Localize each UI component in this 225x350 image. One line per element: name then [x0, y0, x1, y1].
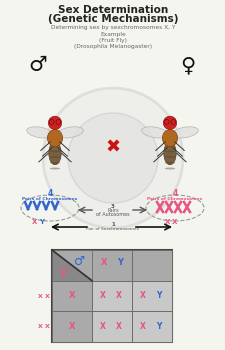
Text: Pairs: Pairs	[107, 209, 118, 214]
Ellipse shape	[50, 162, 60, 164]
Ellipse shape	[50, 150, 60, 152]
Bar	[52, 312, 92, 342]
Polygon shape	[52, 250, 92, 281]
Ellipse shape	[57, 127, 83, 138]
Ellipse shape	[27, 127, 53, 138]
Text: ♂: ♂	[29, 55, 47, 75]
Polygon shape	[52, 250, 92, 281]
Bar	[92, 250, 131, 281]
Bar	[52, 281, 92, 312]
Text: X: X	[164, 219, 170, 225]
Text: X: X	[100, 292, 106, 301]
Text: Y: Y	[156, 322, 161, 331]
Ellipse shape	[164, 150, 174, 152]
Text: 3: 3	[110, 203, 115, 209]
Text: X: X	[140, 322, 146, 331]
Circle shape	[170, 120, 175, 124]
Bar	[92, 312, 131, 342]
Text: (Drosophila Melanogaster): (Drosophila Melanogaster)	[74, 44, 151, 49]
Text: ✖: ✖	[105, 139, 120, 157]
Text: Pairs of Chromosomes: Pairs of Chromosomes	[22, 197, 77, 201]
Text: Determining sex by sexchromosomes X, Y: Determining sex by sexchromosomes X, Y	[51, 25, 174, 30]
Text: X: X	[140, 292, 146, 301]
Circle shape	[164, 120, 168, 124]
Text: X: X	[116, 322, 122, 331]
Text: 1: 1	[111, 222, 114, 226]
Ellipse shape	[171, 127, 198, 138]
Text: (Fruit Fly): (Fruit Fly)	[99, 38, 126, 43]
Ellipse shape	[162, 130, 177, 147]
Ellipse shape	[50, 168, 60, 169]
Text: X: X	[100, 258, 107, 267]
Text: ♀: ♀	[58, 266, 68, 279]
Circle shape	[163, 116, 176, 130]
Bar	[92, 281, 131, 312]
Circle shape	[48, 116, 61, 130]
Text: 4: 4	[47, 189, 52, 198]
Bar	[131, 281, 171, 312]
Text: X: X	[32, 219, 38, 225]
Bar	[52, 250, 171, 342]
Ellipse shape	[164, 156, 174, 158]
Text: Pairs of Chromosomes: Pairs of Chromosomes	[147, 197, 202, 201]
Circle shape	[56, 120, 61, 124]
Ellipse shape	[164, 168, 174, 169]
Text: Y: Y	[156, 292, 161, 301]
Circle shape	[68, 113, 157, 203]
Bar	[131, 250, 171, 281]
Text: X: X	[68, 322, 75, 331]
Text: X: X	[100, 322, 106, 331]
Ellipse shape	[141, 127, 167, 138]
Text: Y: Y	[39, 219, 44, 225]
Text: Example: Example	[100, 32, 125, 37]
Text: ♂: ♂	[73, 255, 84, 268]
Text: X X: X X	[38, 324, 50, 329]
Text: Y: Y	[117, 258, 122, 267]
Text: Sex Determination: Sex Determination	[58, 5, 167, 15]
Text: X: X	[116, 292, 122, 301]
Circle shape	[43, 88, 182, 228]
Ellipse shape	[163, 142, 176, 165]
Text: X X: X X	[38, 294, 50, 299]
Ellipse shape	[164, 162, 174, 164]
Text: X: X	[171, 219, 177, 225]
Text: X: X	[68, 292, 75, 301]
Text: ♀: ♀	[180, 55, 195, 75]
Ellipse shape	[50, 156, 60, 158]
Text: Pair of Sexchromosomes: Pair of Sexchromosomes	[86, 227, 139, 231]
Bar	[131, 312, 171, 342]
Ellipse shape	[47, 130, 62, 147]
Text: (Genetic Mechanisms): (Genetic Mechanisms)	[47, 14, 178, 24]
Ellipse shape	[49, 142, 61, 165]
Text: of Autosomes: of Autosomes	[96, 212, 129, 217]
Circle shape	[49, 120, 54, 124]
Text: 4: 4	[172, 189, 177, 198]
